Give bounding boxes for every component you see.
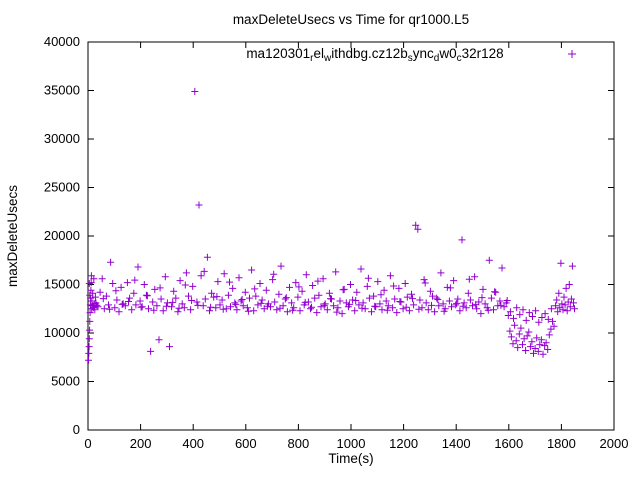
x-tick-label: 0: [84, 436, 91, 451]
x-tick-label: 2000: [600, 436, 629, 451]
x-tick-label: 800: [288, 436, 310, 451]
x-tick-label: 1800: [547, 436, 576, 451]
y-tick-label: 25000: [44, 180, 80, 195]
x-tick-label: 400: [182, 436, 204, 451]
scatter-points: [85, 88, 578, 364]
x-tick-label: 1000: [337, 436, 366, 451]
plot-border: [87, 41, 615, 431]
y-tick-label: 35000: [44, 83, 80, 98]
chart-title: maxDeleteUsecs vs Time for qr1000.L5: [233, 12, 469, 27]
y-axis-label: maxDeleteUsecs: [5, 185, 20, 287]
y-tick-label: 40000: [44, 34, 80, 49]
y-tick-label: 30000: [44, 131, 80, 146]
y-tick-label: 0: [73, 422, 80, 437]
y-tick-label: 20000: [44, 228, 80, 243]
x-tick-label: 1600: [494, 436, 523, 451]
x-tick-label: 1400: [442, 436, 471, 451]
y-tick-label: 15000: [44, 277, 80, 292]
x-axis-label: Time(s): [328, 451, 373, 466]
legend-marker-icon: [568, 50, 576, 58]
x-tick-label: 1200: [389, 436, 418, 451]
x-tick-label: 200: [130, 436, 152, 451]
y-tick-label: 5000: [51, 374, 80, 389]
axis-ticks: [87, 41, 615, 431]
y-tick-label: 10000: [44, 325, 80, 340]
legend-label: ma120301relwithdbg.cz12bsyncdw0c32r128: [246, 46, 503, 64]
x-tick-label: 600: [235, 436, 257, 451]
